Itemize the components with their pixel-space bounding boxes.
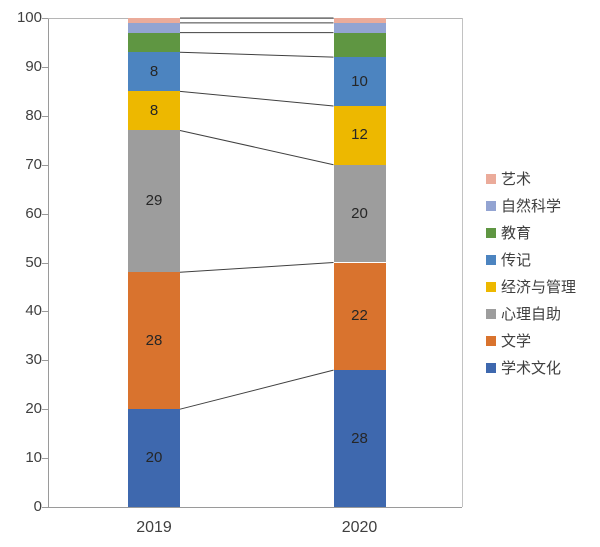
y-axis-tick-mark xyxy=(42,458,48,460)
legend-item: 学术文化 xyxy=(486,354,576,381)
legend-label: 传记 xyxy=(501,252,532,269)
y-axis-tick-mark xyxy=(42,262,48,264)
y-axis-tick-label: 90 xyxy=(25,57,42,75)
legend-label: 艺术 xyxy=(501,171,532,188)
bar-segment-2020-5 xyxy=(333,32,386,58)
bar-segment-2020-6 xyxy=(333,22,386,33)
y-axis-line xyxy=(48,18,49,507)
y-axis-tick-label: 50 xyxy=(25,253,42,271)
series-connector-line xyxy=(179,90,334,107)
legend-marker-icon xyxy=(486,362,496,373)
legend-marker-icon xyxy=(486,335,496,346)
y-axis-tick-label: 30 xyxy=(25,351,42,369)
series-connector-line xyxy=(179,262,334,273)
y-axis-tick-mark xyxy=(42,66,48,68)
bar-segment-label: 12 xyxy=(351,126,368,144)
bar-segment-2019-2 xyxy=(128,130,180,273)
bar-segment-2020-0 xyxy=(333,370,386,507)
bar-segment-2020-7 xyxy=(333,18,386,23)
y-axis-tick-mark xyxy=(42,164,48,166)
bar-segment-label: 22 xyxy=(351,307,368,325)
legend-item: 教育 xyxy=(486,219,576,246)
y-axis-tick-mark xyxy=(42,115,48,117)
y-axis-tick-label: 70 xyxy=(25,155,42,173)
legend: 艺术自然科学教育传记经济与管理心理自助文学学术文化 xyxy=(486,165,576,381)
plot-border-top xyxy=(48,18,462,19)
bar-segment-label: 28 xyxy=(351,429,368,447)
bar-segment-label: 20 xyxy=(351,204,368,222)
legend-item: 文学 xyxy=(486,327,576,354)
x-axis-category-label: 2019 xyxy=(136,519,172,536)
bar-segment-2019-1 xyxy=(128,272,180,410)
bar-segment-2019-6 xyxy=(128,22,180,33)
x-axis-line xyxy=(48,507,462,508)
legend-item: 传记 xyxy=(486,246,576,273)
bar-segment-label: 29 xyxy=(145,192,163,210)
bar-segment-2019-4 xyxy=(128,52,180,92)
series-connector-line xyxy=(179,51,334,58)
bar-segment-label: 10 xyxy=(351,72,368,90)
y-axis-tick-mark xyxy=(42,360,48,362)
y-axis-tick-label: 100 xyxy=(16,9,42,26)
y-axis-tick-label: 60 xyxy=(25,204,42,222)
bar-segment-2019-3 xyxy=(128,91,180,131)
legend-marker-icon xyxy=(486,281,496,292)
y-axis-tick-mark xyxy=(42,18,48,19)
legend-label: 心理自助 xyxy=(501,306,562,323)
legend-item: 心理自助 xyxy=(486,300,576,327)
y-axis-tick-label: 10 xyxy=(25,449,42,467)
legend-marker-icon xyxy=(486,308,496,319)
legend-marker-icon xyxy=(486,173,496,184)
legend-marker-icon xyxy=(486,200,496,211)
y-axis-tick-mark xyxy=(42,409,48,411)
bar-segment-2019-5 xyxy=(128,32,180,53)
bar-segment-2020-3 xyxy=(333,106,386,165)
legend-label: 自然科学 xyxy=(501,198,562,215)
legend-item: 经济与管理 xyxy=(486,273,576,300)
bar-segment-2020-2 xyxy=(333,164,386,263)
y-axis-tick-label: 40 xyxy=(25,302,42,320)
legend-label: 经济与管理 xyxy=(501,279,577,296)
y-axis-tick-label: 80 xyxy=(25,106,42,124)
bar-segment-label: 8 xyxy=(149,62,159,80)
legend-label: 文学 xyxy=(501,333,532,350)
y-axis-tick-mark xyxy=(42,311,48,313)
bar-segment-label: 20 xyxy=(145,449,163,467)
legend-marker-icon xyxy=(486,254,496,265)
series-connector-line xyxy=(179,369,334,410)
bar-segment-label: 28 xyxy=(145,331,163,349)
legend-item: 自然科学 xyxy=(486,192,576,219)
bar-segment-label: 8 xyxy=(149,101,159,119)
bar-segment-2020-1 xyxy=(333,262,386,371)
x-axis-category-label: 2020 xyxy=(341,519,378,536)
y-axis-tick-mark xyxy=(42,507,48,508)
bar-segment-2019-0 xyxy=(128,409,180,507)
bar-segment-2019-7 xyxy=(128,18,180,23)
legend-label: 学术文化 xyxy=(501,360,562,377)
legend-marker-icon xyxy=(486,227,496,238)
bar-segment-2020-4 xyxy=(333,57,386,106)
plot-border-right xyxy=(462,18,463,507)
legend-item: 艺术 xyxy=(486,165,576,192)
legend-label: 教育 xyxy=(501,225,532,242)
series-connector-line xyxy=(179,129,334,166)
y-axis-tick-mark xyxy=(42,213,48,215)
y-axis-tick-label: 20 xyxy=(25,400,42,418)
y-axis-tick-label: 0 xyxy=(33,498,42,515)
